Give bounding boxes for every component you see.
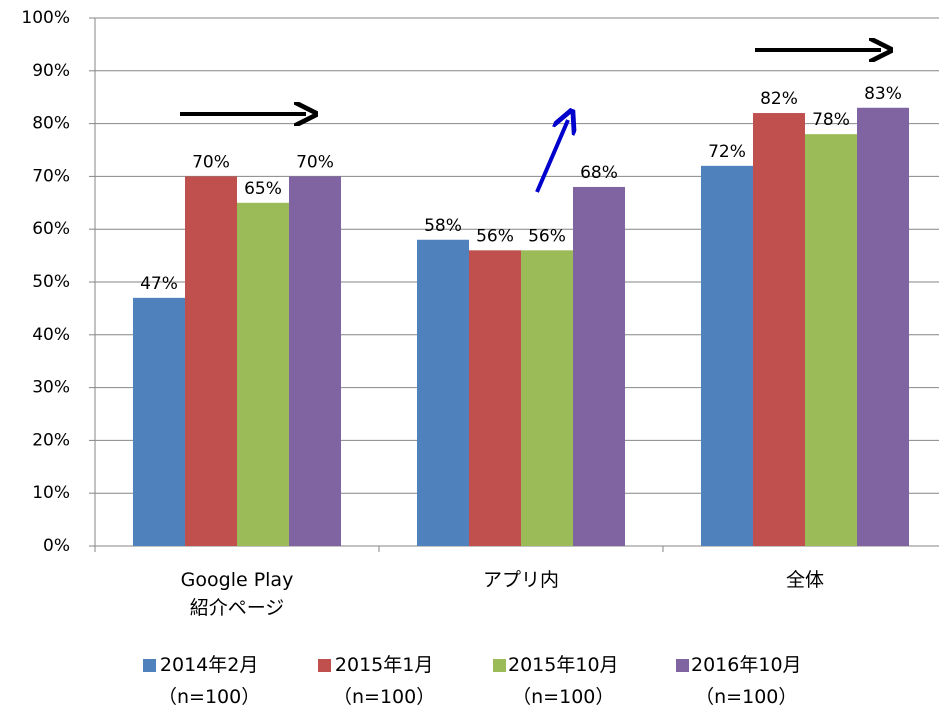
data-label: 47% — [140, 274, 178, 294]
legend-label: 2016年10月 （n=100） — [691, 654, 802, 708]
legend-swatch — [676, 659, 689, 672]
bar — [701, 165, 753, 546]
data-label: 72% — [708, 142, 746, 162]
bar — [185, 176, 237, 546]
y-tick-label: 60% — [32, 219, 70, 239]
y-tick-label: 30% — [32, 378, 70, 398]
bars — [133, 107, 909, 547]
y-tick-label: 40% — [32, 325, 70, 345]
legend-label: 2015年1月 （n=100） — [333, 654, 436, 708]
data-label: 82% — [760, 89, 798, 109]
data-label: 56% — [476, 226, 514, 246]
data-label: 65% — [244, 179, 282, 199]
legend-swatch — [143, 659, 156, 672]
legend-label: 2014年2月 （n=100） — [158, 654, 261, 708]
bar — [237, 202, 289, 547]
legend-label: 2015年10月 （n=100） — [508, 654, 619, 708]
x-tick-label: 全体 — [785, 569, 824, 591]
y-tick-label: 100% — [21, 8, 70, 28]
bar — [133, 297, 185, 546]
data-label: 70% — [192, 152, 230, 172]
y-tick-label: 50% — [32, 272, 70, 292]
data-label: 70% — [296, 152, 334, 172]
bar — [289, 176, 341, 546]
y-tick-label: 80% — [32, 114, 70, 134]
y-tick-label: 0% — [43, 536, 70, 556]
bar — [805, 134, 857, 546]
y-tick-label: 90% — [32, 61, 70, 81]
data-label: 78% — [812, 110, 850, 130]
y-tick-label: 70% — [32, 166, 70, 186]
data-label: 56% — [528, 226, 566, 246]
legend-swatch — [318, 659, 331, 672]
data-label: 68% — [580, 163, 618, 183]
x-tick-label: Google Play 紹介ページ — [180, 569, 294, 619]
x-tick-label: アプリ内 — [482, 569, 559, 591]
data-label: 58% — [424, 216, 462, 236]
legend-swatch — [493, 659, 506, 672]
bar — [469, 250, 521, 546]
bar — [521, 250, 573, 546]
arrow — [535, 120, 568, 193]
y-tick-label: 10% — [32, 483, 70, 503]
bar — [753, 113, 805, 546]
y-tick-label: 20% — [32, 430, 70, 450]
bar — [857, 107, 909, 546]
bar — [417, 239, 469, 546]
bar — [573, 186, 625, 546]
data-label: 83% — [864, 84, 902, 104]
